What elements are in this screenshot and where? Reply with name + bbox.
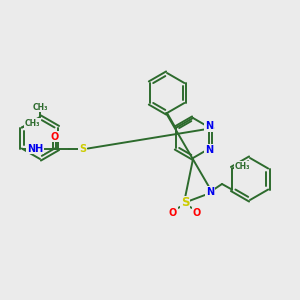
Text: O: O bbox=[193, 208, 201, 218]
Text: N: N bbox=[205, 145, 213, 155]
Text: O: O bbox=[51, 131, 59, 142]
Text: O: O bbox=[169, 208, 177, 218]
Text: CH₃: CH₃ bbox=[235, 162, 250, 171]
Text: CH₃: CH₃ bbox=[25, 119, 40, 128]
Text: S: S bbox=[181, 196, 189, 209]
Text: NH: NH bbox=[27, 143, 43, 154]
Text: N: N bbox=[205, 121, 213, 131]
Text: S: S bbox=[79, 143, 86, 154]
Text: CH₃: CH₃ bbox=[32, 103, 48, 112]
Text: N: N bbox=[206, 187, 214, 197]
